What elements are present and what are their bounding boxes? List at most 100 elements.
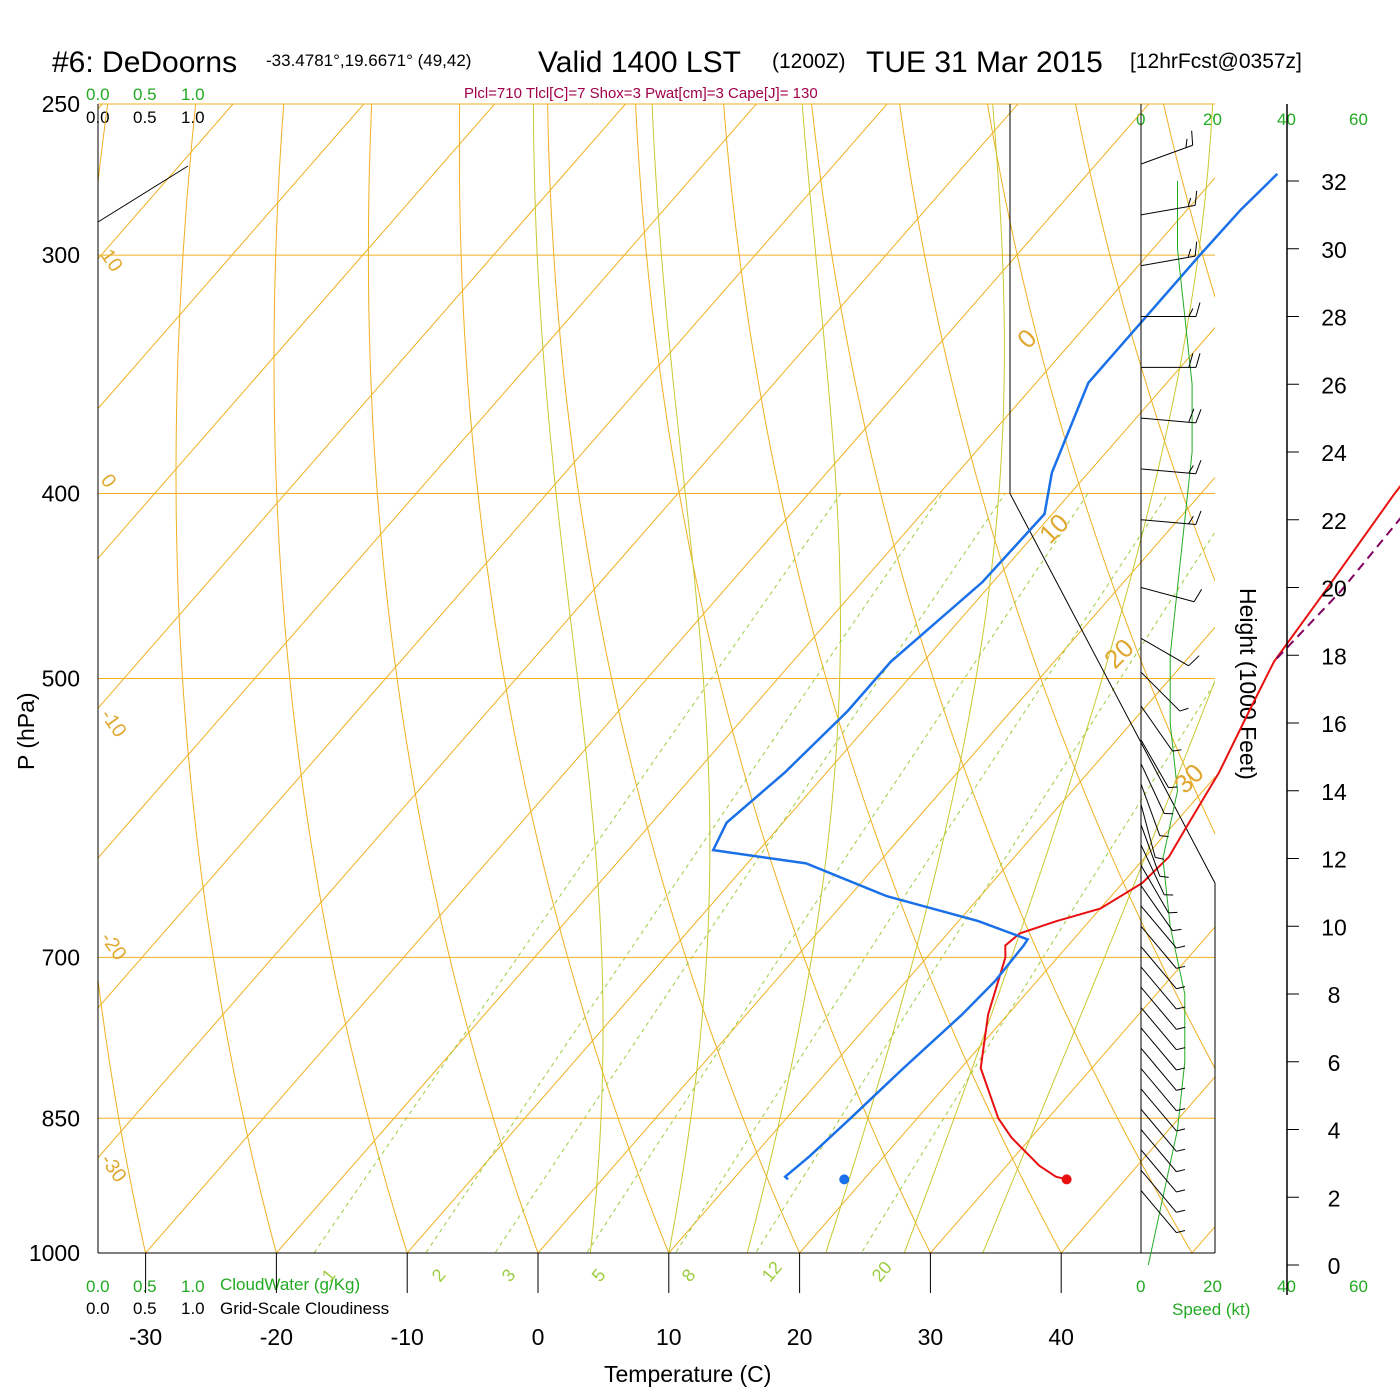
wind-barb-flag xyxy=(1176,1189,1186,1193)
parcel-line xyxy=(1276,517,1400,660)
x-tick-label: -20 xyxy=(260,1324,293,1350)
cloud-green-b0: 0.0 xyxy=(86,1277,110,1296)
height-tick-label: 30 xyxy=(1321,237,1347,263)
wind-barb-flag xyxy=(1195,353,1201,368)
station-coords: -33.4781°,19.6671° (49,42) xyxy=(266,51,471,70)
wind-barb-flag xyxy=(1193,588,1203,602)
wind-barb xyxy=(1140,1088,1177,1132)
y-axis-label: P (hPa) xyxy=(13,692,39,770)
cloud-black-2: 1.0 xyxy=(181,108,205,127)
speed-profile-line xyxy=(1147,181,1193,1266)
cloud-scale-bottom: 0.0 0.5 1.0 CloudWater (g/Kg) 0.0 0.5 1.… xyxy=(86,1275,389,1318)
wind-barb xyxy=(1140,844,1165,896)
dry-adiabat xyxy=(899,104,1215,1070)
height-tick-label: 0 xyxy=(1328,1253,1341,1279)
height-tick-label: 16 xyxy=(1321,711,1347,737)
wind-barb-flag xyxy=(1195,459,1202,474)
isotherm-line xyxy=(98,104,496,560)
isotherm-line xyxy=(98,104,365,410)
mixing-ratio-label: 12 xyxy=(758,1257,786,1285)
speed-label: Speed (kt) xyxy=(1172,1300,1250,1319)
moist-adiabat xyxy=(903,104,1214,1253)
x-tick-label: 40 xyxy=(1048,1324,1074,1350)
wind-barb xyxy=(1140,1149,1177,1193)
isotherm-line xyxy=(798,776,1215,1253)
mixing-ratio-label: 2 xyxy=(428,1265,450,1286)
isotherm-line xyxy=(275,177,1215,1253)
wind-barb-flag xyxy=(1188,408,1195,423)
wind-barb xyxy=(1140,905,1177,949)
wind-barb xyxy=(1140,966,1177,1010)
dry-adiabat xyxy=(635,104,931,1253)
wind-barb-flag xyxy=(1176,1026,1186,1030)
dewpoint-line xyxy=(711,173,1279,1181)
wind-barb-flag xyxy=(1195,510,1202,525)
isotherm-line xyxy=(0,70,1,1277)
mixing-ratio-label: 20 xyxy=(868,1257,896,1285)
wind-barb-flag xyxy=(1168,911,1178,914)
wind-barb xyxy=(1140,671,1181,712)
dry-adiabat xyxy=(458,104,670,1253)
dry-adiabat xyxy=(723,104,1062,1253)
wind-barb xyxy=(1140,804,1156,858)
isotherm-line xyxy=(1301,70,1400,1277)
height-tick-label: 4 xyxy=(1328,1118,1341,1144)
wind-barb xyxy=(1140,255,1196,267)
wind-barb-flag xyxy=(1176,1006,1186,1010)
wind-barb-flag xyxy=(1187,197,1192,207)
x-tick-label: 10 xyxy=(656,1324,682,1350)
cloud-green-1: 0.5 xyxy=(133,85,157,104)
height-tick-label: 24 xyxy=(1321,440,1347,466)
wind-barb xyxy=(1140,1027,1177,1071)
wind-barb-flag xyxy=(1172,928,1182,932)
isotherm-label: -10 xyxy=(96,705,131,741)
isotherm-label: 0 xyxy=(96,470,120,492)
isotherm-label-right: 10 xyxy=(1033,508,1075,550)
wind-barb-flag xyxy=(1176,1047,1186,1051)
wind-barb-flag xyxy=(1185,138,1188,148)
wind-barb xyxy=(1140,739,1169,788)
valid-date: TUE 31 Mar 2015 xyxy=(866,46,1103,79)
station-title: #6: DeDoorns xyxy=(52,46,237,79)
isotherm-label: 10 xyxy=(96,245,127,276)
mixing-ratio-line xyxy=(586,493,1089,1253)
speed-bot-20: 20 xyxy=(1203,1277,1222,1296)
isotherm-line xyxy=(98,104,1019,1159)
p-tick-label: 500 xyxy=(42,666,80,692)
mixing-ratio-line xyxy=(494,493,1006,1253)
wind-barb-flag xyxy=(1187,248,1192,258)
speed-top-20: 20 xyxy=(1203,110,1222,129)
wind-barb-flag xyxy=(1168,786,1178,789)
height-tick-label: 32 xyxy=(1321,169,1347,195)
cloudiness-label: Grid-Scale Cloudiness xyxy=(220,1299,389,1318)
height-tick-label: 14 xyxy=(1321,779,1347,805)
wind-barb xyxy=(1140,1007,1177,1051)
temperature-line xyxy=(979,485,1400,1181)
wind-barb-flag xyxy=(1176,1067,1186,1071)
wind-barb-flag xyxy=(1188,655,1200,667)
cloud-black-b1: 0.5 xyxy=(133,1299,157,1318)
mixing-ratio-line xyxy=(313,493,842,1253)
wind-barb xyxy=(1140,925,1177,969)
wind-barb xyxy=(1140,204,1196,216)
mixing-ratio-label: 5 xyxy=(588,1265,610,1286)
wind-barb-flag xyxy=(1179,707,1189,712)
p-tick-label: 700 xyxy=(42,944,80,970)
wind-barb xyxy=(1140,1068,1177,1111)
mixing-ratio-label: 3 xyxy=(498,1265,520,1286)
dry-adiabat xyxy=(175,104,277,1253)
wind-barb xyxy=(1140,1129,1177,1172)
surface-dewpoint-point xyxy=(839,1174,850,1185)
wind-barb xyxy=(1140,783,1161,836)
wind-barb-flag xyxy=(1191,130,1194,146)
mixing-ratio-line xyxy=(674,493,1169,1253)
dry-adiabat xyxy=(273,104,408,1253)
right-border xyxy=(1009,104,1216,1253)
height-tick-label: 10 xyxy=(1321,914,1347,940)
height-tick-label: 2 xyxy=(1328,1185,1341,1211)
wind-barb xyxy=(1140,946,1177,990)
cloud-black-b2: 1.0 xyxy=(181,1299,205,1318)
mixing-ratio-label: 8 xyxy=(678,1265,700,1286)
